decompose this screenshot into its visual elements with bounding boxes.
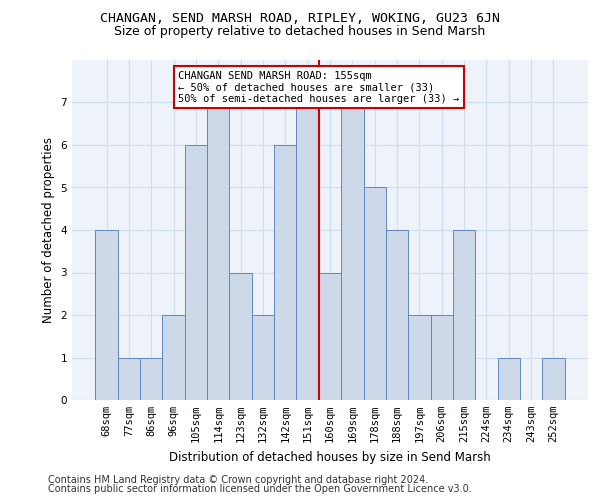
Bar xyxy=(431,315,453,400)
Bar xyxy=(229,272,252,400)
Bar xyxy=(497,358,520,400)
Bar xyxy=(185,145,207,400)
Bar xyxy=(118,358,140,400)
Bar xyxy=(95,230,118,400)
Bar xyxy=(207,102,229,400)
Bar xyxy=(364,188,386,400)
Bar xyxy=(140,358,163,400)
Text: Size of property relative to detached houses in Send Marsh: Size of property relative to detached ho… xyxy=(115,25,485,38)
Bar xyxy=(252,315,274,400)
Bar xyxy=(408,315,431,400)
Bar xyxy=(296,102,319,400)
Bar xyxy=(386,230,408,400)
Bar xyxy=(163,315,185,400)
Bar xyxy=(319,272,341,400)
X-axis label: Distribution of detached houses by size in Send Marsh: Distribution of detached houses by size … xyxy=(169,450,491,464)
Bar xyxy=(453,230,475,400)
Bar xyxy=(341,102,364,400)
Bar xyxy=(274,145,296,400)
Text: Contains HM Land Registry data © Crown copyright and database right 2024.: Contains HM Land Registry data © Crown c… xyxy=(48,475,428,485)
Text: Contains public sector information licensed under the Open Government Licence v3: Contains public sector information licen… xyxy=(48,484,472,494)
Text: CHANGAN SEND MARSH ROAD: 155sqm
← 50% of detached houses are smaller (33)
50% of: CHANGAN SEND MARSH ROAD: 155sqm ← 50% of… xyxy=(178,70,460,104)
Bar xyxy=(542,358,565,400)
Y-axis label: Number of detached properties: Number of detached properties xyxy=(42,137,55,323)
Text: CHANGAN, SEND MARSH ROAD, RIPLEY, WOKING, GU23 6JN: CHANGAN, SEND MARSH ROAD, RIPLEY, WOKING… xyxy=(100,12,500,26)
